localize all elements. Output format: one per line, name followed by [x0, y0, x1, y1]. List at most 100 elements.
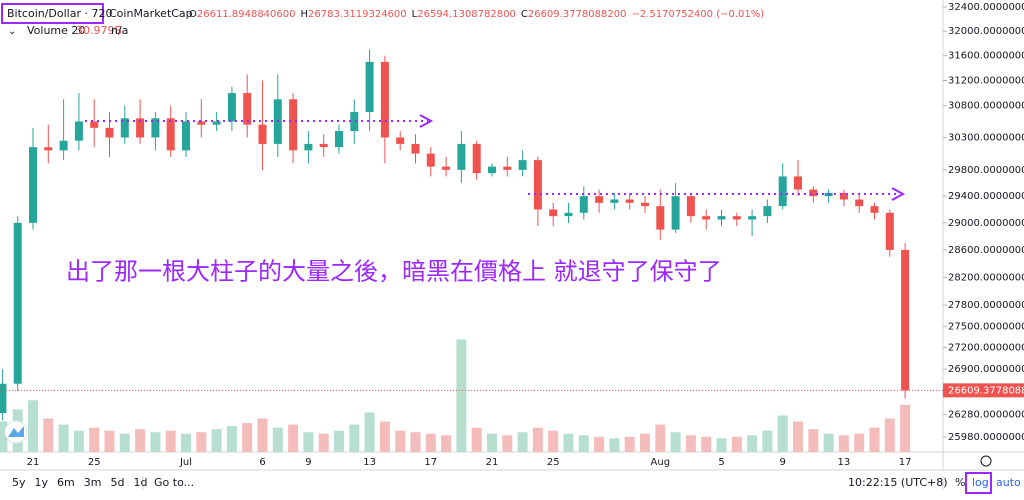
symbol[interactable]: Bitcoin/Dollar · 720 — [7, 7, 113, 20]
volume-bar — [854, 433, 865, 452]
range-button[interactable]: 1y — [35, 476, 49, 489]
volume-bar — [777, 415, 788, 452]
candle-body — [442, 166, 451, 170]
collapse[interactable]: ⌄ — [8, 26, 16, 37]
log-box[interactable] — [965, 472, 992, 494]
candle-body — [686, 196, 695, 217]
y-tick-label: 29800.0000000000 — [948, 165, 1024, 176]
y-tick-label: 30800.0000000000 — [948, 101, 1024, 112]
x-tick-label: 6 — [259, 457, 265, 468]
candle-body — [59, 140, 68, 151]
range-button[interactable]: 1d — [133, 476, 147, 489]
candle-body — [794, 176, 802, 190]
volume-bar — [318, 433, 329, 452]
volume-bar — [43, 418, 54, 452]
ohlc-value: 26611.8948840600 — [197, 9, 296, 20]
candle-body — [641, 202, 649, 207]
x-tick-label: Aug — [651, 457, 671, 468]
volume-bar — [73, 430, 84, 452]
volume-bar — [425, 433, 436, 452]
volume-bar — [288, 424, 299, 452]
candle-body — [518, 160, 527, 170]
candle-body — [74, 121, 83, 141]
volume-bar — [563, 433, 574, 452]
candle-body — [120, 118, 129, 138]
range-button[interactable]: 3m — [84, 476, 102, 489]
candle-body — [182, 121, 190, 151]
y-tick-label: 27200.0000000000 — [948, 343, 1024, 354]
volume-bar — [150, 432, 161, 452]
candle-body — [472, 143, 481, 174]
volume-bar — [487, 433, 497, 452]
volume-bar — [762, 430, 773, 452]
last-price-box — [943, 383, 1024, 398]
volume-bar — [89, 427, 100, 452]
candle-body — [212, 121, 221, 125]
candle-body — [90, 121, 99, 128]
candle-body — [533, 160, 542, 210]
goto[interactable]: Go to... — [154, 476, 194, 489]
candle-body — [289, 99, 298, 151]
x-tick-label: 17 — [899, 457, 912, 468]
candle-body — [717, 216, 726, 220]
volume-bar — [609, 438, 620, 452]
candle-body — [579, 196, 588, 213]
y-tick-label: 28200.0000000000 — [948, 272, 1024, 283]
volume-bar — [532, 427, 543, 452]
settings[interactable] — [980, 455, 992, 467]
volume-bar — [624, 436, 635, 452]
arrow-head — [419, 114, 434, 128]
candle-body — [29, 147, 37, 223]
candle-body — [748, 216, 757, 220]
y-tick-label: 26280.0000000000 — [948, 410, 1024, 421]
candle-body — [610, 199, 619, 203]
log-button[interactable]: log — [972, 476, 989, 489]
candle-body — [243, 93, 252, 125]
logo-mark — [8, 426, 24, 437]
x-tick-label: Jul — [179, 457, 192, 468]
volume-bar — [135, 429, 146, 452]
volume-bar — [716, 438, 727, 452]
candle-body — [870, 206, 879, 213]
volume-ma: n/a — [111, 24, 128, 37]
range-button[interactable]: 5y — [12, 476, 26, 489]
volume-bar — [119, 433, 130, 452]
y-tick-label: 29000.0000000000 — [948, 218, 1024, 229]
range-button[interactable]: 6m — [57, 476, 75, 489]
candle-body — [166, 118, 175, 151]
ohlc-key: C — [521, 9, 528, 20]
volume-bar — [456, 339, 467, 452]
percent-button[interactable]: % — [955, 476, 965, 489]
candle-body — [151, 118, 160, 138]
range-button[interactable]: 5d — [110, 476, 124, 489]
volume-bar — [196, 432, 207, 452]
candle-body — [105, 127, 114, 138]
volume-bar — [731, 436, 742, 452]
volume-value: 30.979B — [76, 24, 122, 37]
volume-bar — [793, 421, 803, 452]
candle-body — [136, 118, 145, 138]
candle-body — [671, 196, 680, 230]
volume-bar — [0, 421, 8, 452]
symbol-box[interactable] — [1, 3, 104, 24]
volume-bar — [884, 418, 895, 452]
volume-bar — [58, 424, 69, 452]
volume-bar — [838, 435, 849, 452]
volume-bar — [364, 412, 375, 452]
volume-bar — [900, 404, 911, 452]
ohlc-value: −2.5170752400 (−0.01%) — [631, 9, 764, 20]
volume-bar — [181, 433, 191, 452]
candle-body — [350, 111, 359, 132]
volume-bar — [334, 430, 344, 452]
candle-body — [809, 189, 818, 197]
volume-bar — [655, 424, 666, 452]
volume-bar — [808, 429, 819, 452]
volume-bar — [242, 423, 253, 452]
x-tick-label: 9 — [305, 457, 311, 468]
auto-button[interactable]: auto — [996, 476, 1021, 489]
candle-body — [702, 216, 711, 220]
ohlc-value: 26594.1308782800 — [417, 9, 516, 20]
candle-body — [778, 176, 787, 207]
volume-bar — [701, 436, 712, 452]
